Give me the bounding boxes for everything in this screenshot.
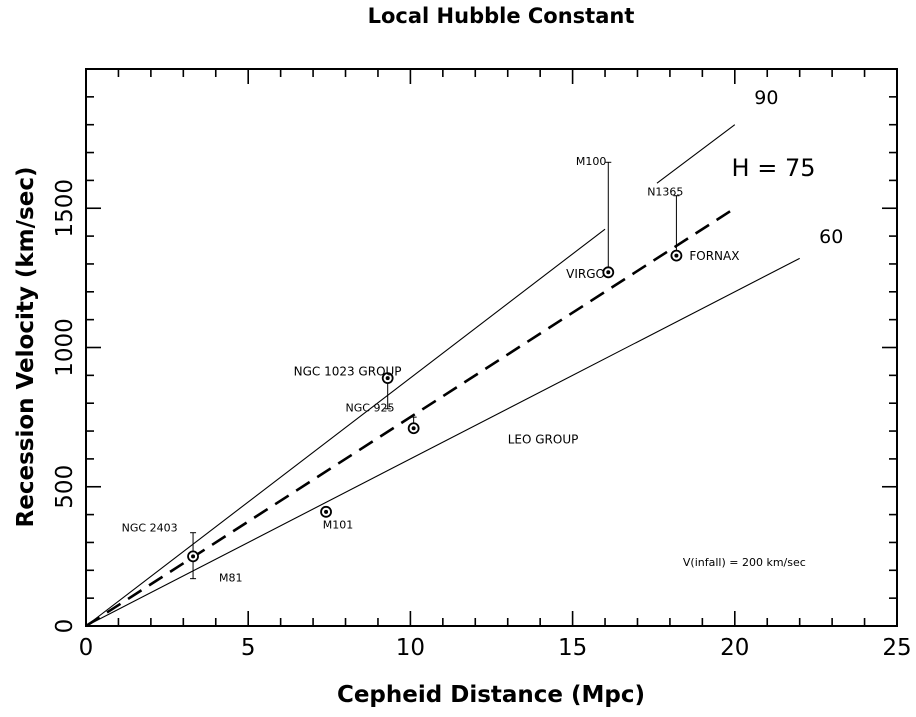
- axis-tick-labels: 0 5 10 15 20 25 0 500 1000 1500: [52, 179, 912, 661]
- annotation-label: FORNAX: [689, 249, 739, 263]
- annotation-label: H = 75: [732, 154, 816, 182]
- annotation-label: M100: [576, 155, 607, 168]
- data-point: [187, 550, 199, 563]
- annotation-label: NGC 1023 GROUP: [294, 364, 402, 378]
- annotation-label: M101: [323, 519, 354, 532]
- y-tick-label: 1500: [52, 179, 78, 238]
- annotation-label: 60: [819, 226, 843, 248]
- plot-frame: [85, 68, 898, 627]
- annotation-label: N1365: [647, 186, 683, 199]
- annotation-label: NGC 925: [346, 402, 395, 415]
- data-point-dot: [674, 253, 679, 258]
- x-tick-label: 5: [241, 635, 256, 661]
- data-point: [602, 266, 615, 279]
- x-axis-title: Cepheid Distance (Mpc): [337, 682, 645, 708]
- x-tick-label: 10: [396, 635, 425, 661]
- data-point-dot: [606, 270, 611, 275]
- error-bars: [190, 161, 680, 580]
- annotation-label: LEO GROUP: [508, 433, 579, 447]
- x-tick-label: 20: [720, 635, 749, 661]
- data-point-dot: [324, 509, 329, 514]
- data-point-dot: [385, 376, 390, 381]
- annotation-label: V(infall) = 200 km/sec: [683, 556, 806, 569]
- annotation-label: 90: [754, 87, 778, 109]
- bound-line: [85, 257, 800, 627]
- annotation-label: VIRGO: [566, 267, 605, 281]
- data-point: [320, 505, 332, 518]
- data-point: [381, 372, 394, 385]
- data-point-dot: [411, 426, 416, 431]
- x-tick-label: 15: [558, 635, 587, 661]
- axis-ticks: [85, 68, 898, 627]
- annotations: NGC 2403 M81 M101 NGC 1023 GROUP NGC 925 LEO …: [122, 87, 844, 585]
- bound-line: [656, 124, 736, 184]
- x-tick-label: 25: [882, 635, 911, 661]
- data-points: [187, 249, 683, 563]
- y-tick-label: 0: [52, 619, 78, 634]
- x-tick-label: 0: [79, 635, 94, 661]
- y-axis-title: Recession Velocity (km/sec): [13, 167, 39, 528]
- data-point-dot: [191, 554, 196, 559]
- chart-title: Local Hubble Constant: [368, 4, 635, 28]
- data-point: [670, 249, 683, 262]
- hubble-fit-line: [85, 207, 736, 628]
- bound-line: [85, 228, 606, 627]
- y-tick-label: 1000: [52, 318, 78, 377]
- annotation-label: NGC 2403: [122, 521, 178, 534]
- data-point: [407, 422, 420, 435]
- annotation-label: M81: [219, 571, 243, 584]
- y-tick-label: 500: [52, 465, 78, 509]
